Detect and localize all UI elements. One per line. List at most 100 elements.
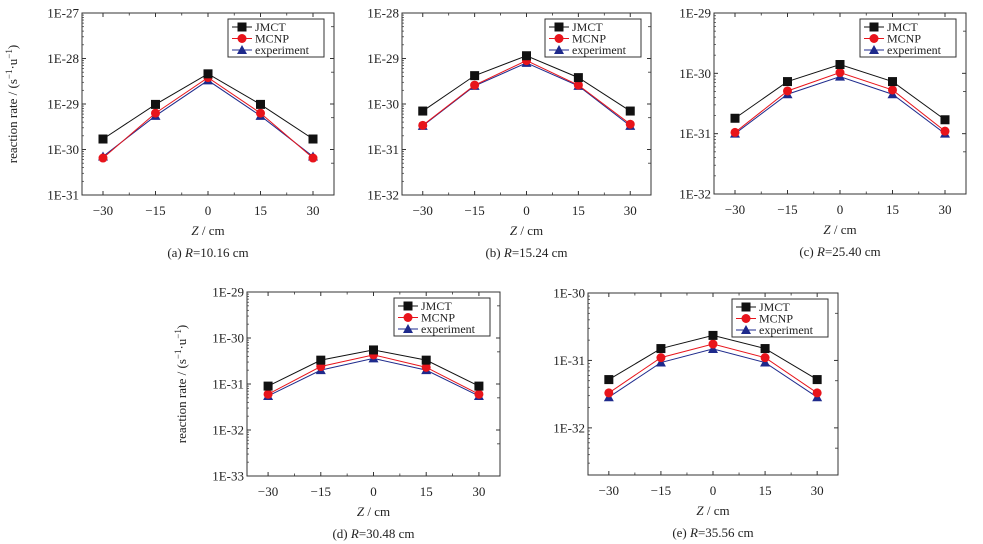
series-jmct: [730, 60, 950, 125]
legend-marker-circle: [403, 313, 413, 322]
y-tick-label: 1E-28: [47, 51, 79, 66]
y-axis-title: reaction rate / (s−1·u−1): [173, 325, 189, 443]
x-tick-label: 15: [759, 483, 772, 498]
x-tick-label: 0: [837, 202, 844, 217]
series-mcnp: [418, 56, 635, 130]
x-tick-label: 30: [472, 484, 485, 499]
data-point-square: [522, 51, 531, 61]
series-jmct: [263, 345, 484, 391]
series-mcnp: [604, 339, 822, 398]
legend-label: experiment: [421, 322, 476, 336]
legend-marker-triangle: [741, 325, 751, 334]
data-point-circle: [625, 119, 635, 129]
series-line: [422, 62, 631, 127]
data-point-circle: [256, 108, 265, 118]
data-point-circle: [573, 80, 583, 90]
data-point-circle: [730, 127, 740, 137]
x-tick-label: 15: [572, 203, 585, 218]
legend-marker-triangle: [554, 45, 564, 54]
data-point-square: [625, 106, 635, 116]
legend-label: experiment: [572, 43, 627, 57]
data-point-square: [263, 381, 273, 391]
data-point-circle: [308, 153, 318, 163]
series-experiment: [98, 75, 318, 161]
series-line: [734, 72, 946, 133]
data-point-square: [812, 375, 822, 385]
series-mcnp: [98, 73, 318, 163]
x-tick-label: −30: [93, 203, 113, 218]
series-experiment: [263, 353, 484, 400]
legend-marker-square: [237, 22, 247, 32]
data-point-square: [203, 69, 213, 79]
x-tick-label: −15: [311, 484, 331, 499]
panel-caption: (c) R=25.40 cm: [799, 244, 880, 259]
x-tick-label: 0: [710, 483, 717, 498]
data-point-circle: [418, 120, 428, 130]
x-axis-title: Z / cm: [696, 503, 729, 518]
data-point-square: [760, 344, 770, 354]
series-line: [608, 348, 818, 398]
panel-caption: (a) R=10.16 cm: [167, 245, 248, 260]
data-point-square: [418, 106, 428, 116]
data-point-square: [940, 115, 950, 125]
legend-label: JMCT: [421, 299, 452, 313]
x-tick-label: 30: [624, 203, 637, 218]
x-tick-label: 0: [205, 203, 212, 218]
legend-label: MCNP: [759, 312, 793, 326]
data-point-square: [256, 99, 265, 109]
y-tick-label: 1E-31: [553, 353, 585, 368]
data-point-square: [151, 99, 160, 109]
data-point-circle: [604, 388, 614, 398]
panel-caption: (d) R=30.48 cm: [332, 526, 414, 541]
data-point-square: [369, 345, 378, 355]
chart-panel-d: 1E-33 1E-32 1E-31 1E-30 1E-29 −30 −15 0 15 30 Z / …: [173, 285, 501, 541]
series-mcnp: [730, 68, 950, 137]
legend-marker-square: [741, 302, 751, 312]
x-tick-label: 0: [523, 203, 530, 218]
legend-label: JMCT: [255, 20, 286, 34]
legend-marker-square: [554, 22, 564, 32]
y-tick-label: 1E-33: [212, 469, 244, 484]
legend-label: JMCT: [759, 300, 790, 314]
x-tick-label: 0: [370, 484, 377, 499]
data-point-circle: [708, 339, 718, 349]
legend-marker-triangle: [237, 45, 247, 54]
y-tick-label: 1E-29: [212, 285, 244, 300]
data-point-square: [316, 355, 326, 365]
legend-marker-square: [869, 22, 879, 32]
data-point-circle: [835, 68, 845, 78]
data-point-square: [573, 73, 583, 83]
legend-marker-circle: [237, 34, 247, 43]
chart-panel-b: 1E-32 1E-31 1E-30 1E-29 1E-28 −30 −15 0 15 30 Z / …: [367, 6, 652, 260]
x-tick-label: 15: [420, 484, 433, 499]
data-point-square: [730, 113, 740, 123]
x-tick-label: 15: [254, 203, 267, 218]
legend-marker-square: [403, 301, 413, 311]
data-point-square: [656, 344, 666, 354]
y-tick-label: 1E-32: [212, 423, 244, 438]
chart-panel-c: 1E-32 1E-31 1E-30 1E-29 −30 −15 0 15 30 Z / cm (c)…: [679, 6, 967, 259]
series-experiment: [417, 57, 636, 130]
legend-label: experiment: [887, 43, 942, 57]
data-point-circle: [783, 86, 792, 96]
series-line: [422, 60, 631, 126]
data-point-square: [783, 77, 792, 87]
panel-caption: (b) R=15.24 cm: [485, 245, 567, 260]
legend-label: MCNP: [572, 32, 606, 46]
chart-panel-e: 1E-32 1E-31 1E-30 −30 −15 0 15 30 Z / cm (e) R=35…: [553, 286, 839, 540]
x-tick-label: 15: [886, 202, 899, 217]
legend-marker-triangle: [403, 324, 413, 333]
series-line: [734, 76, 946, 135]
x-tick-label: −30: [725, 202, 745, 217]
x-axis-title: Z / cm: [191, 223, 224, 238]
data-point-square: [474, 381, 484, 391]
x-tick-label: −30: [258, 484, 278, 499]
series-mcnp: [263, 350, 484, 399]
data-point-circle: [470, 80, 480, 90]
y-axis-title: reaction rate / (s−1·u−1): [4, 45, 20, 163]
